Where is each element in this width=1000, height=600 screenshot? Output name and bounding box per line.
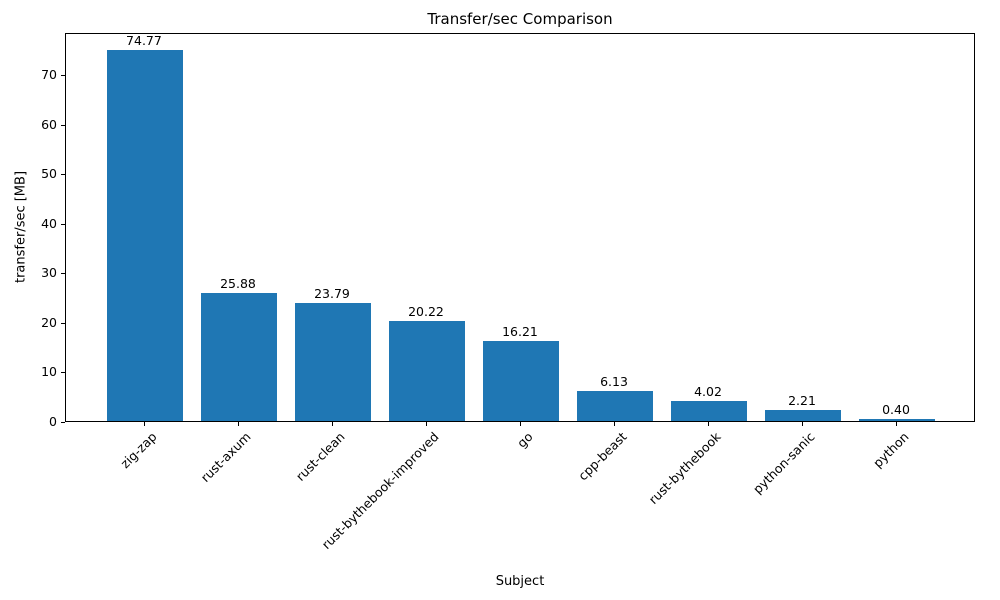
x-tick-label-rust-clean: rust-clean (292, 429, 348, 484)
y-tick (61, 422, 65, 423)
bar-value-label: 6.13 (600, 373, 628, 389)
y-tick-label: 30 (41, 265, 57, 281)
bar-value-label: 20.22 (408, 303, 444, 319)
x-tick (425, 422, 427, 426)
bar-value-label: 2.21 (788, 393, 816, 409)
bar-python (859, 419, 935, 421)
bar-cpp-beast (577, 390, 653, 421)
bar-rust-bythebook (671, 401, 747, 421)
x-tick (331, 422, 333, 426)
x-tick-label-cpp-beast: cpp-beast (575, 429, 630, 484)
bar-value-label: 16.21 (502, 323, 538, 339)
x-tick-label-zig-zap: zig-zap (117, 429, 160, 472)
bar-go (483, 340, 559, 421)
y-tick-label: 10 (41, 364, 57, 380)
x-tick (237, 422, 239, 426)
y-tick-label: 60 (41, 116, 57, 132)
x-tick (614, 422, 615, 426)
y-tick-label: 0 (49, 414, 57, 429)
y-tick (61, 223, 65, 225)
x-tick (143, 422, 145, 426)
y-tick-label: 40 (41, 215, 57, 231)
x-tick (896, 422, 898, 426)
bar-rust-clean (295, 303, 371, 421)
bar-zig-zap (107, 50, 183, 421)
x-tick-label-go: go (513, 429, 536, 451)
bar-value-label: 74.77 (126, 33, 162, 49)
y-tick (61, 322, 65, 324)
plot-area (65, 33, 975, 422)
x-tick-label-python: python (870, 429, 912, 471)
x-tick (520, 422, 521, 426)
y-tick (61, 174, 65, 176)
y-tick (61, 75, 65, 77)
y-tick-label: 50 (41, 166, 57, 182)
bar-value-label: 0.40 (882, 402, 910, 418)
bar-rust-axum (201, 292, 277, 421)
bar-value-label: 23.79 (314, 286, 350, 302)
bar-value-label: 4.02 (694, 384, 722, 400)
bar-python-sanic (765, 410, 841, 421)
y-tick-label: 70 (41, 67, 57, 83)
y-tick (61, 372, 65, 374)
chart-title: Transfer/sec Comparison (427, 10, 613, 28)
x-tick-label-rust-axum: rust-axum (197, 429, 254, 485)
y-tick (61, 273, 65, 275)
x-axis-label: Subject (495, 574, 545, 589)
x-tick-label-rust-bythebook: rust-bythebook (645, 429, 724, 508)
y-tick (61, 124, 65, 126)
bar-value-label: 25.88 (220, 275, 256, 291)
bar-rust-bythebook-improved (389, 320, 465, 421)
y-tick-label: 20 (41, 314, 57, 330)
x-tick-label-python-sanic: python-sanic (749, 429, 818, 497)
x-tick (708, 422, 710, 426)
x-tick (802, 422, 804, 426)
